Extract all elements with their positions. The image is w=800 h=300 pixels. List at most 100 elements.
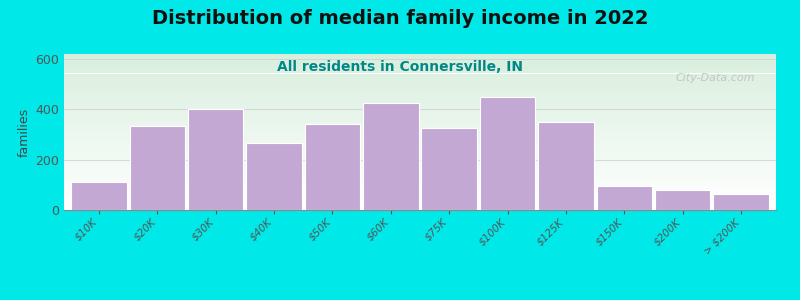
Text: Distribution of median family income in 2022: Distribution of median family income in … [152, 9, 648, 28]
Bar [64, 97, 776, 98]
Bar [64, 77, 776, 78]
Bar [64, 127, 776, 128]
Bar [64, 57, 776, 58]
Bar [64, 95, 776, 96]
Bar [64, 63, 776, 64]
Text: All residents in Connersville, IN: All residents in Connersville, IN [277, 60, 523, 74]
Bar [64, 171, 776, 172]
Bar [246, 143, 302, 210]
Bar [64, 188, 776, 189]
Bar [64, 141, 776, 142]
Bar [64, 190, 776, 191]
Bar [64, 108, 776, 109]
Bar [130, 126, 185, 210]
Bar [64, 81, 776, 82]
Bar [64, 64, 776, 65]
Bar [64, 161, 776, 162]
Bar [71, 182, 126, 210]
Bar [64, 80, 776, 81]
Bar [64, 198, 776, 199]
Bar [422, 128, 477, 210]
Bar [64, 165, 776, 166]
Bar [64, 163, 776, 164]
Bar [64, 166, 776, 167]
Bar [64, 115, 776, 116]
Bar [64, 145, 776, 146]
Bar [64, 194, 776, 195]
Bar [64, 142, 776, 143]
Bar [64, 119, 776, 120]
Bar [64, 130, 776, 131]
Bar [64, 72, 776, 73]
Bar [64, 89, 776, 90]
Bar [64, 67, 776, 68]
Bar [64, 174, 776, 175]
Bar [64, 69, 776, 70]
Bar [64, 176, 776, 177]
Bar [64, 205, 776, 206]
Bar [64, 113, 776, 114]
Bar [64, 148, 776, 149]
Bar [64, 117, 776, 118]
Bar [64, 70, 776, 71]
Bar [64, 193, 776, 194]
Bar [64, 180, 776, 181]
Bar [64, 144, 776, 145]
Bar [64, 137, 776, 138]
Bar [64, 209, 776, 210]
Bar [64, 104, 776, 105]
Bar [188, 110, 243, 210]
Bar [64, 124, 776, 125]
Bar [305, 124, 360, 210]
Text: City-Data.com: City-Data.com [675, 73, 754, 83]
Bar [64, 112, 776, 113]
Bar [64, 98, 776, 99]
Bar [64, 68, 776, 69]
Bar [64, 126, 776, 127]
Bar [64, 86, 776, 87]
Bar [64, 94, 776, 95]
Bar [64, 167, 776, 168]
Bar [64, 131, 776, 132]
Bar [64, 54, 776, 55]
Bar [64, 61, 776, 62]
Bar [64, 192, 776, 193]
Bar [64, 197, 776, 198]
Bar [64, 105, 776, 106]
Bar [64, 118, 776, 119]
Bar [64, 76, 776, 77]
Bar [64, 106, 776, 107]
Bar [64, 109, 776, 110]
Bar [64, 170, 776, 171]
Bar [64, 206, 776, 207]
Bar [64, 173, 776, 174]
Bar [64, 138, 776, 139]
Bar [64, 73, 776, 74]
Bar [64, 184, 776, 185]
Bar [64, 107, 776, 108]
Bar [64, 84, 776, 85]
Bar [64, 189, 776, 190]
Bar [64, 135, 776, 136]
Bar [64, 128, 776, 129]
Bar [64, 96, 776, 97]
Bar [64, 91, 776, 92]
Bar [64, 71, 776, 72]
Bar [64, 78, 776, 79]
Bar [480, 97, 535, 210]
Bar [64, 100, 776, 101]
Bar [64, 125, 776, 126]
Bar [64, 60, 776, 61]
Bar [538, 122, 594, 210]
Bar [64, 153, 776, 154]
Bar [64, 87, 776, 88]
Bar [64, 201, 776, 202]
Bar [64, 79, 776, 80]
Bar [64, 150, 776, 151]
Bar [64, 178, 776, 179]
Bar [64, 82, 776, 83]
Bar [64, 74, 776, 75]
Bar [64, 55, 776, 56]
Bar [64, 149, 776, 150]
Bar [363, 103, 418, 210]
